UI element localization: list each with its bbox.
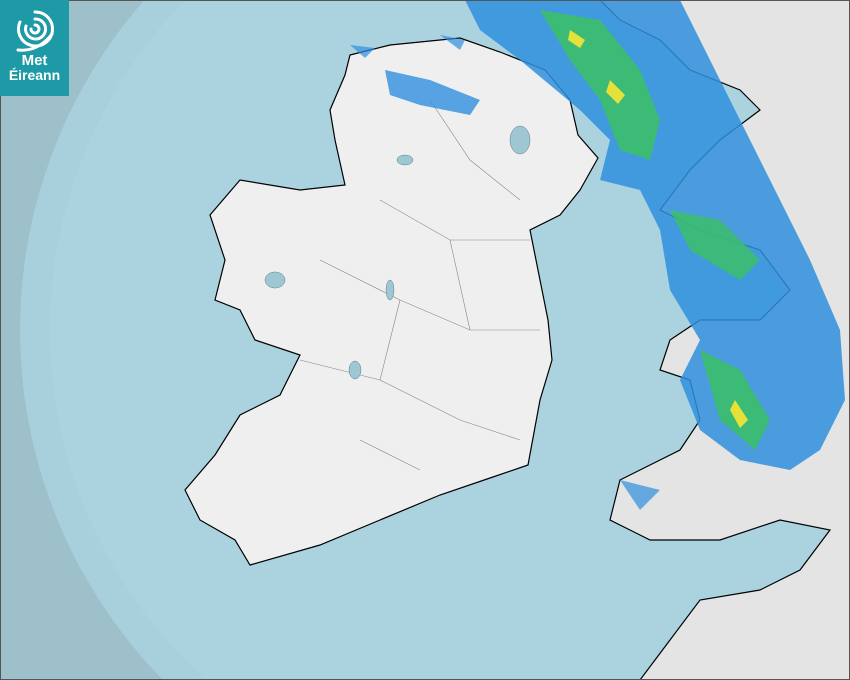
- rain-echoes: [350, 0, 845, 510]
- county-borders: [299, 99, 540, 471]
- logo-text-met: Met: [21, 52, 48, 69]
- ireland-land: [184, 37, 599, 566]
- lakes: [264, 125, 531, 380]
- logo-text-eireann: Éireann: [8, 67, 61, 83]
- met-eireann-logo: Met Éireann: [0, 0, 69, 96]
- swirl-icon: [16, 10, 54, 52]
